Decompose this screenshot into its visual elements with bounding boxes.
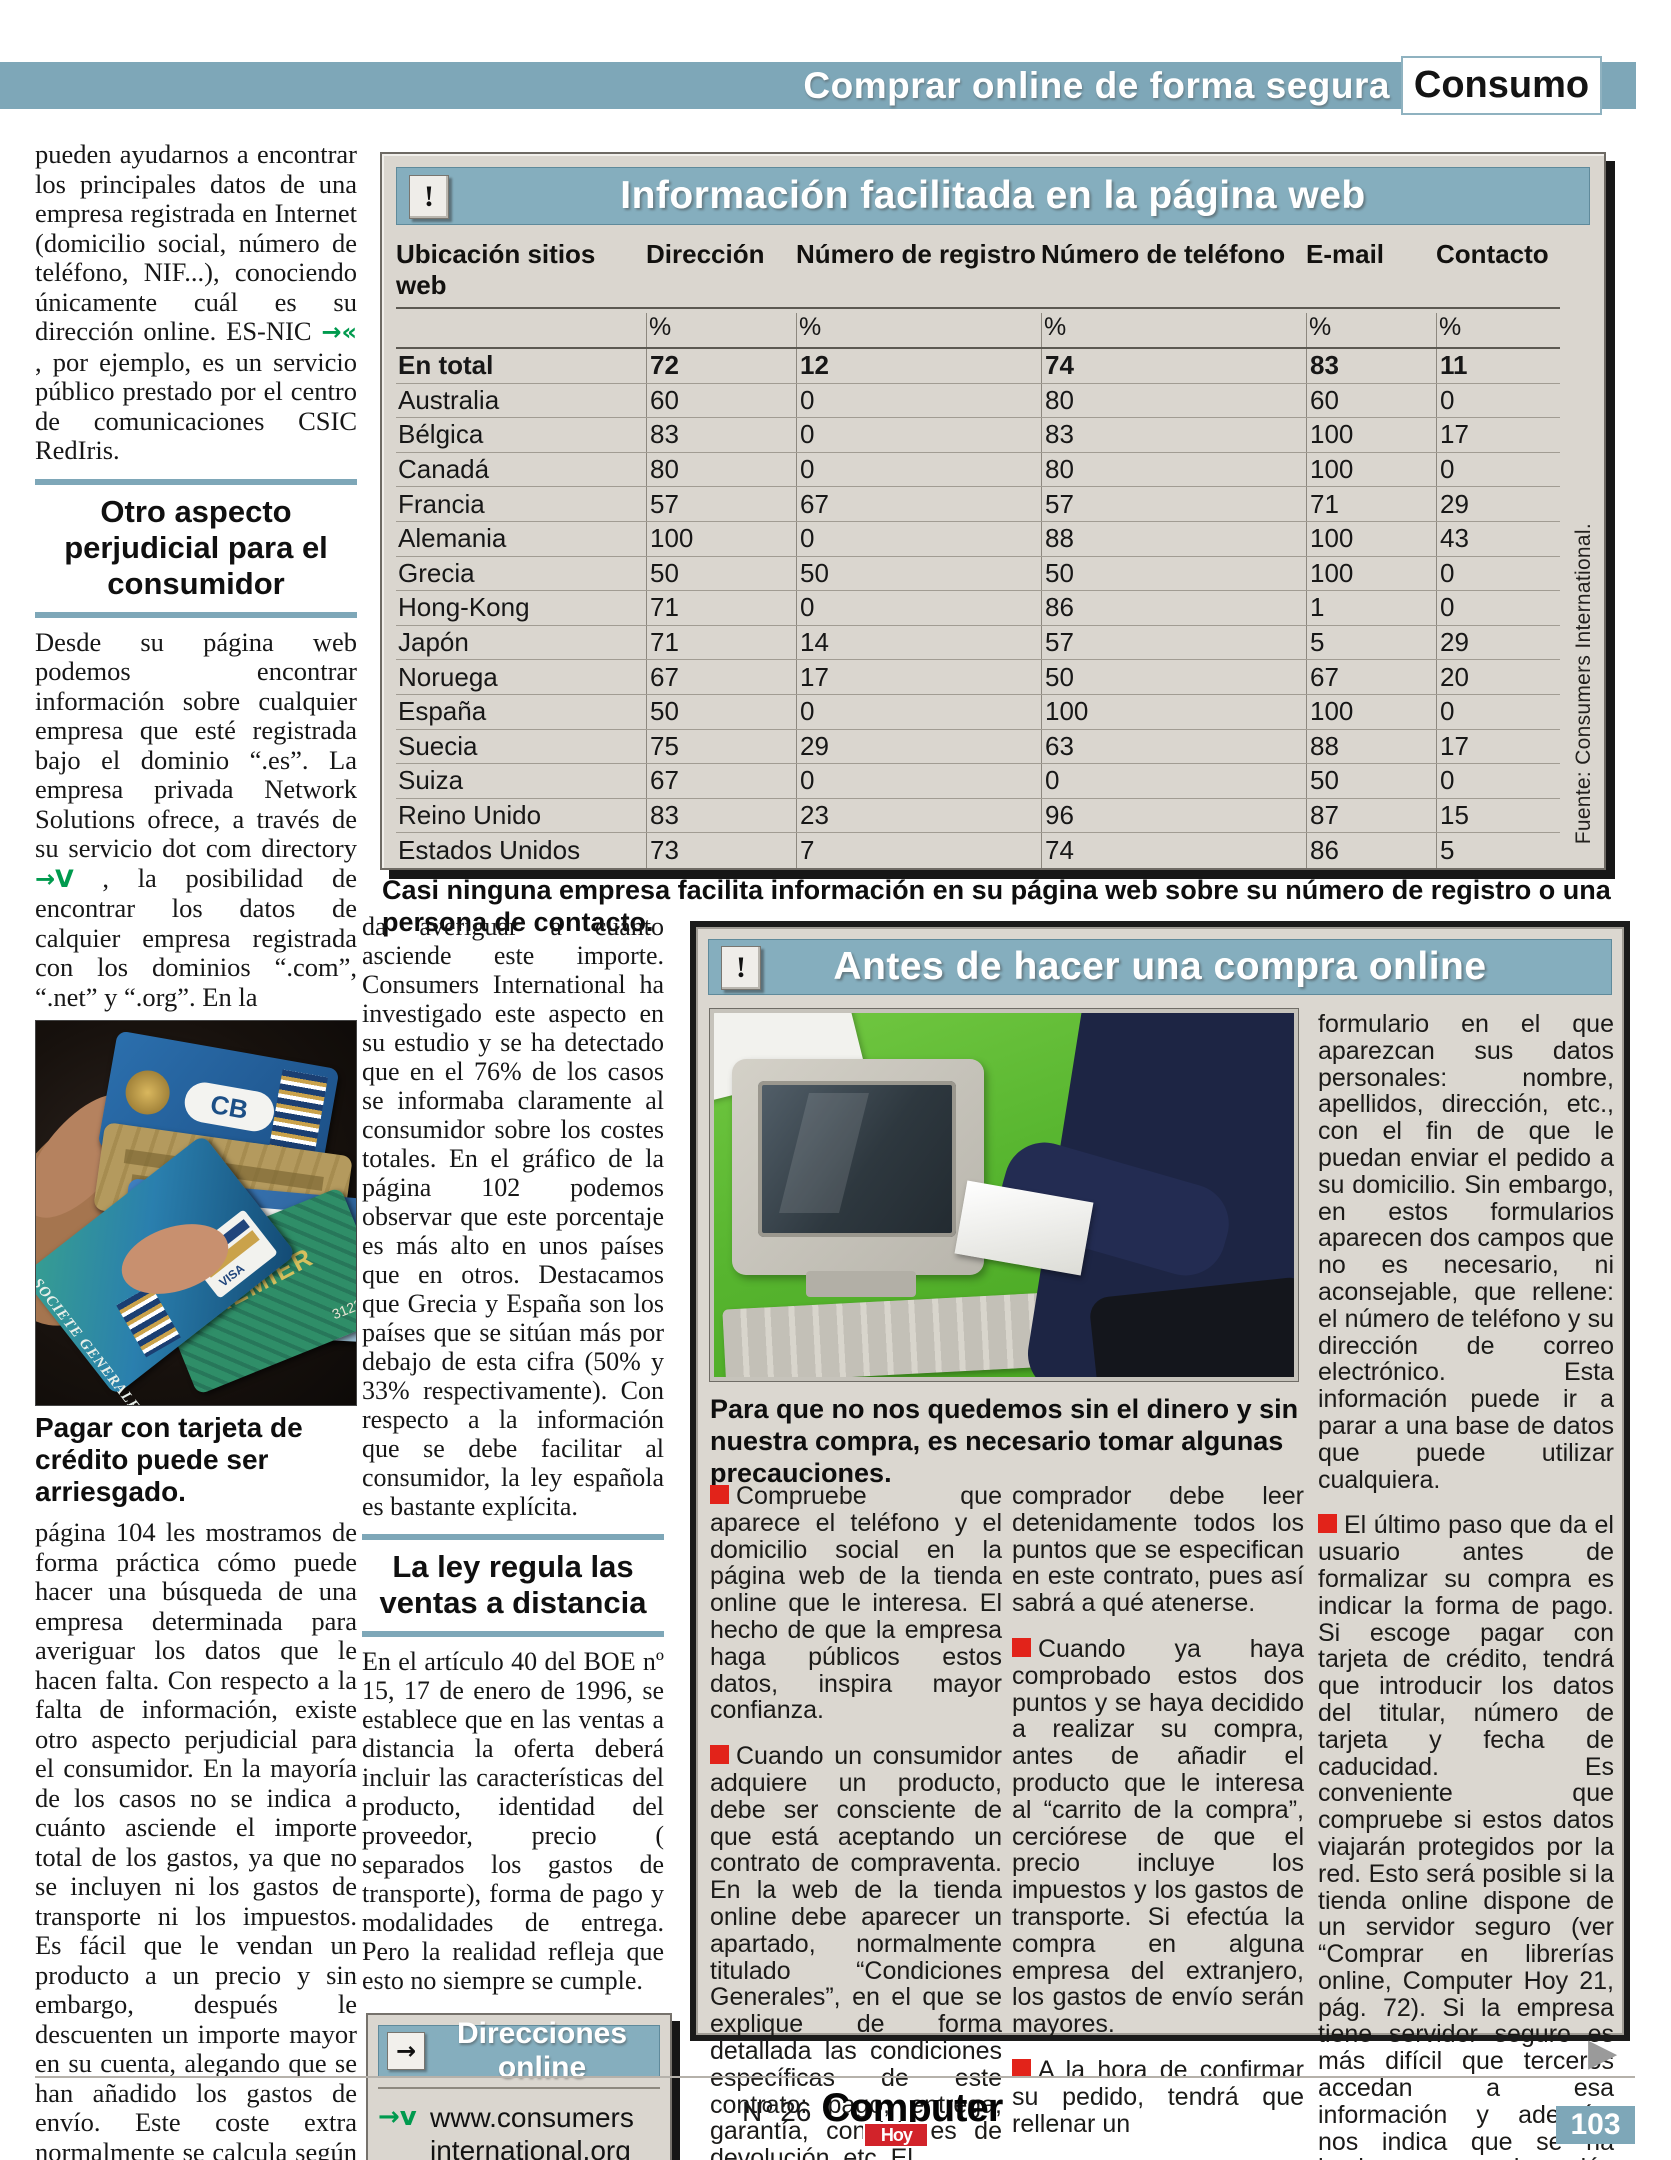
bullet-icon xyxy=(710,1485,729,1504)
info-table: Ubicación sitios web Dirección Número de… xyxy=(396,239,1560,868)
table-row: Grecia 50 50 50 100 0 xyxy=(396,556,1560,592)
info-table-titlebar: ! Información facilitada en la página we… xyxy=(396,167,1590,225)
credit-cards-photo: CB CB Diners ClubInternational* PREMIER … xyxy=(35,1020,357,1406)
column-header: Número de registro xyxy=(796,239,1036,269)
directions-titlebar: → Direcciones online xyxy=(378,2017,660,2084)
table-header-row: Ubicación sitios web Dirección Número de… xyxy=(396,239,1560,309)
column-header: Contacto xyxy=(1436,239,1549,269)
compra-titlebar: ! Antes de hacer una compra online xyxy=(708,939,1612,995)
table-caption: Casi ninguna empresa facilita informació… xyxy=(382,875,1611,937)
table-row: Australia 60 0 80 60 0 xyxy=(396,383,1560,419)
brand-name: Computer Hoy xyxy=(821,2086,1003,2148)
subheading: Otro aspecto perjudicial para el consumi… xyxy=(35,478,357,618)
directions-list: →v www.consumers international.org →« ww… xyxy=(378,2101,660,2160)
column-header: Ubicación sitios web xyxy=(396,239,596,300)
article-paragraph: En el artículo 40 del BOE nº 15, 17 de e… xyxy=(362,1647,664,1995)
middle-column: da averiguar a cuánto asciende este impo… xyxy=(362,912,672,2160)
tip-paragraph: Cuando ya haya comprobado estos dos punt… xyxy=(1012,1634,1304,2039)
keyboard xyxy=(722,1292,1056,1377)
dotcom-link-icon: →V xyxy=(35,864,74,893)
table-row: En total 72 12 74 83 11 xyxy=(396,349,1560,384)
table-row: Suecia 75 29 63 88 17 xyxy=(396,729,1560,765)
page-number: 103 xyxy=(1556,2106,1635,2144)
compra-title: Antes de hacer una compra online xyxy=(833,945,1487,988)
table-row: Reino Unido 83 23 96 87 15 xyxy=(396,798,1560,834)
divider xyxy=(378,2087,660,2089)
brand-sub: Hoy xyxy=(863,2122,930,2148)
tip-paragraph: Cuando un consumidor adquiere un product… xyxy=(710,1742,1002,2160)
bullet-icon xyxy=(1012,1637,1031,1657)
info-table-body: En total 72 12 74 83 11 Australia 60 0 80 60 0 B… xyxy=(396,349,1560,868)
arrow-icon: → xyxy=(387,2032,425,2070)
monitor-stand xyxy=(806,1271,916,1297)
info-table-title: Información facilitada en la página web xyxy=(620,174,1366,217)
section-badge: Consumo xyxy=(1401,56,1602,115)
table-row: Alemania 100 0 88 100 43 xyxy=(396,521,1560,557)
footer-divider xyxy=(35,2076,1635,2078)
section-badge-label: Consumo xyxy=(1413,64,1590,106)
column-header: Dirección xyxy=(646,239,765,269)
table-source: Fuente: Consumers International. xyxy=(1572,522,1595,844)
compra-column-2: comprador debe leer detenidamente todos … xyxy=(1012,1483,1304,2156)
link-url[interactable]: www.consumers international.org xyxy=(430,2102,634,2160)
compra-column-3: formulario en el que aparezcan sus datos… xyxy=(1318,1011,1614,2160)
direction-link[interactable]: →v www.consumers international.org xyxy=(378,2101,660,2160)
alert-icon: ! xyxy=(721,946,761,990)
table-row: Suiza 67 0 0 50 0 xyxy=(396,764,1560,799)
magazine-logo: Nº 26 Computer Hoy xyxy=(742,2086,1003,2148)
link-arrow-icon: →v xyxy=(378,2102,417,2132)
table-row: Hong-Kong 71 0 86 1 0 xyxy=(396,591,1560,626)
tip-paragraph: A la hora de confirmar su pedido, tendrá… xyxy=(1012,2055,1304,2138)
table-row: Japón 71 14 57 5 29 xyxy=(396,625,1560,661)
issue-number: Nº 26 xyxy=(742,2096,812,2127)
photo-caption: Pagar con tarjeta de crédito puede ser a… xyxy=(35,1412,303,1507)
es-nic-link-icon: →« xyxy=(321,318,357,346)
monitor xyxy=(732,1059,984,1275)
table-row: Canadá 80 0 80 100 0 xyxy=(396,452,1560,488)
left-column: pueden ayudarnos a encontrar los princip… xyxy=(35,139,357,2160)
tip-paragraph: Compruebe que aparece el teléfono y el d… xyxy=(710,1482,1002,1725)
alert-icon: ! xyxy=(409,175,449,219)
page-title: Comprar online de forma segura xyxy=(803,65,1390,106)
table-row: Estados Unidos 73 7 74 86 5 xyxy=(396,833,1560,868)
compra-panel: ! Antes de hacer una compra online Para … xyxy=(690,921,1630,2160)
column-header: Número de teléfono xyxy=(1041,239,1286,269)
directions-panel: → Direcciones online →v www.consumers in… xyxy=(366,2013,672,2160)
column-header: E-mail xyxy=(1306,239,1385,269)
bullet-icon xyxy=(1012,2058,1031,2078)
tip-paragraph: comprador debe leer detenidamente todos … xyxy=(1012,1482,1304,1618)
bullet-icon xyxy=(1318,1514,1337,1534)
subheading: La ley regula las ventas a distancia xyxy=(362,1534,664,1637)
header-bar: Comprar online de forma segura xyxy=(0,62,1636,109)
tip-paragraph: formulario en el que aparezcan sus datos… xyxy=(1318,1010,1614,1494)
table-percent-row: % % % % % xyxy=(396,309,1560,349)
table-row: España 50 0 100 100 0 xyxy=(396,694,1560,730)
article-paragraph: Desde su página web podemos encontrar in… xyxy=(35,626,357,1012)
article-paragraph: pueden ayudarnos a encontrar los princip… xyxy=(35,139,357,465)
table-row: Noruega 67 17 50 67 20 xyxy=(396,660,1560,695)
article-paragraph: da averiguar a cuánto asciende este impo… xyxy=(362,912,664,1521)
bullet-icon xyxy=(710,1745,729,1765)
table-row: Francia 57 67 57 71 29 xyxy=(396,487,1560,522)
article-paragraph: página 104 les mostramos de forma prácti… xyxy=(35,1517,357,2160)
tip-paragraph: El último paso que da el usuario antes d… xyxy=(1318,1511,1614,2160)
compra-photo-caption: Para que no nos quedemos sin el dinero y… xyxy=(710,1394,1299,1488)
next-page-icon: ▶ xyxy=(1588,2030,1618,2074)
info-table-panel: ! Información facilitada en la página we… xyxy=(380,152,1606,870)
compra-photo xyxy=(709,1008,1299,1382)
directions-title: Direcciones online xyxy=(456,2017,628,2084)
compra-column-1: Compruebe que aparece el teléfono y el d… xyxy=(710,1483,1002,2160)
table-row: Bélgica 83 0 83 100 17 xyxy=(396,418,1560,453)
